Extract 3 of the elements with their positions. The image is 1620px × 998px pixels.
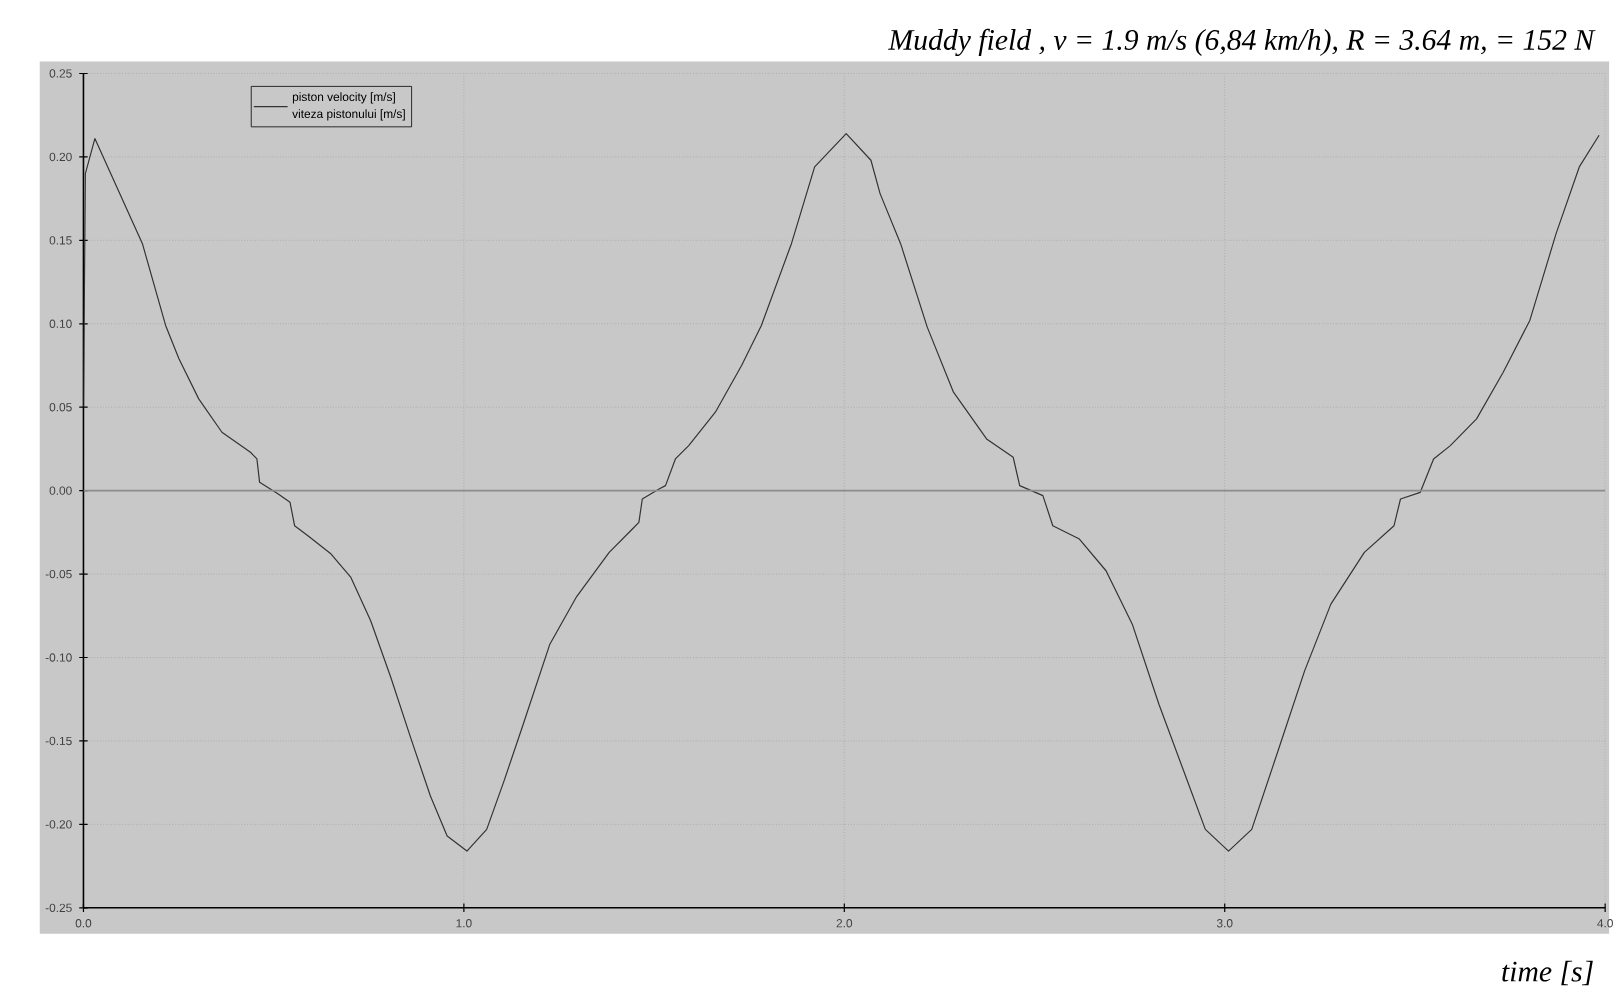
line-series	[83, 133, 1600, 853]
chart-title: Muddy field , v = 1.9 m/s (6,84 km/h), R = 3.64 m, = 152 N	[888, 29, 1596, 57]
x-axis-title: time [s]	[1502, 961, 1593, 986]
